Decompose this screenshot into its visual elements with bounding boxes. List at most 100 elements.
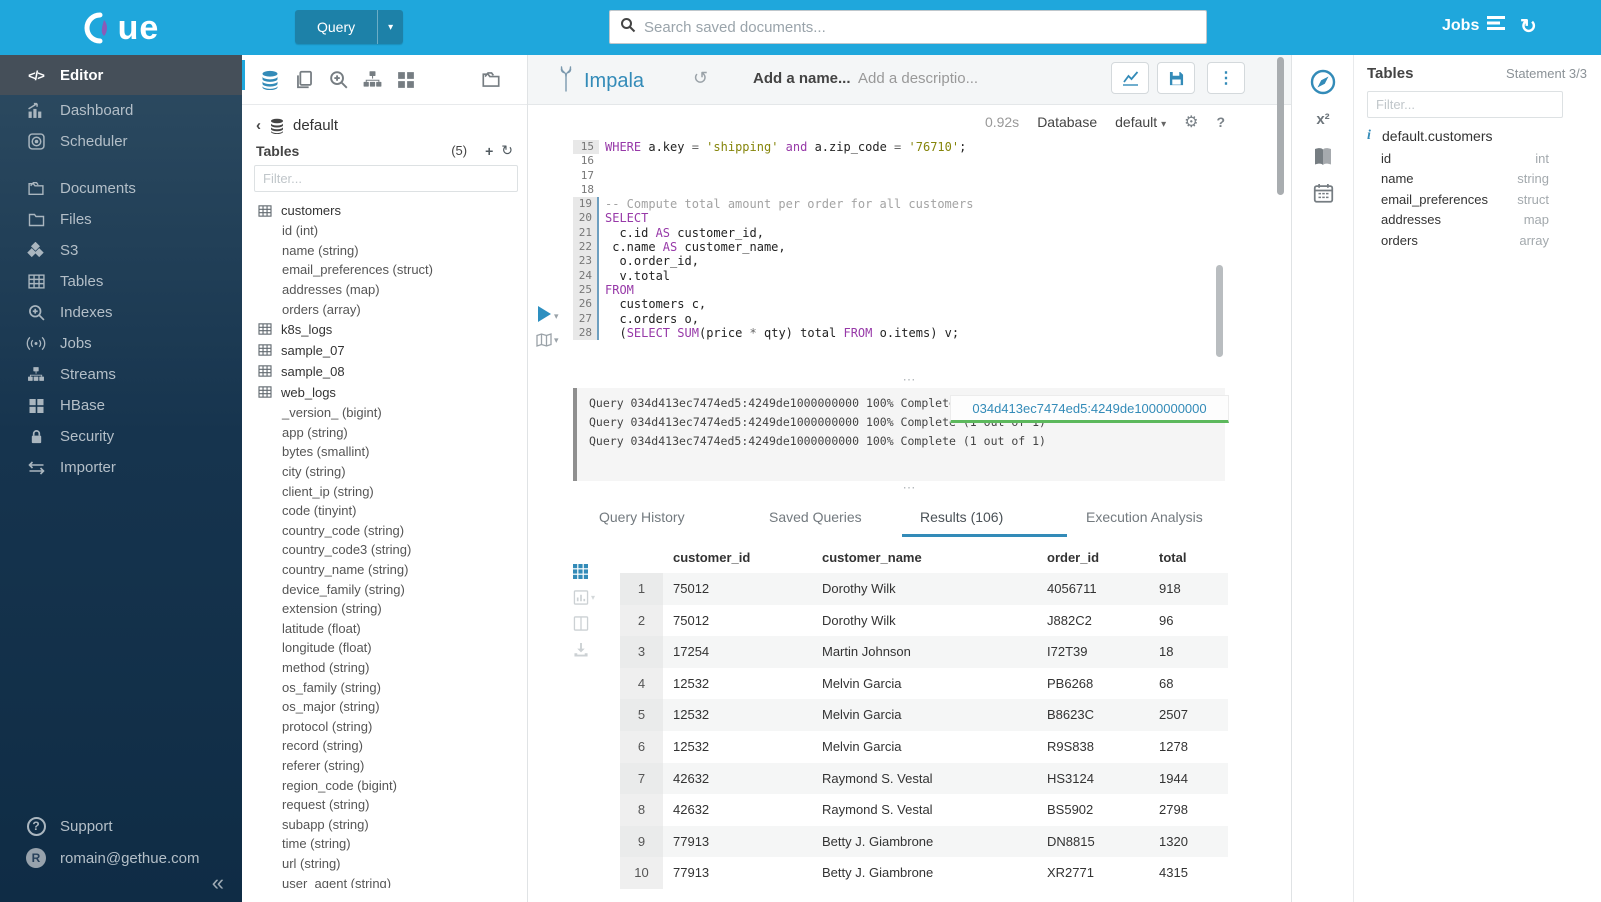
sidebar-item-user[interactable]: R romain@gethue.com bbox=[0, 842, 242, 874]
tree-column[interactable]: name (string) bbox=[282, 242, 359, 258]
column-header[interactable]: total bbox=[1159, 550, 1187, 565]
sidebar-item-security[interactable]: Security bbox=[0, 421, 242, 452]
right-filter-input[interactable] bbox=[1367, 91, 1563, 118]
sidebar-item-indexes[interactable]: Indexes bbox=[0, 297, 242, 328]
jobs-link[interactable]: Jobs bbox=[1442, 16, 1506, 35]
tree-column[interactable]: referer (string) bbox=[282, 757, 365, 773]
tree-table-sample_07[interactable]: sample_07 bbox=[254, 340, 517, 361]
sidebar-item-documents[interactable]: Documents bbox=[0, 173, 242, 204]
tree-table-sample_08[interactable]: sample_08 bbox=[254, 361, 517, 382]
code-line-23[interactable]: 23 o.order_id, bbox=[573, 254, 1225, 269]
table-row[interactable]: 6 12532 Melvin Garcia R9S838 1278 bbox=[620, 730, 1228, 763]
sidebar-item-dashboard[interactable]: Dashboard bbox=[0, 95, 242, 126]
settings-gear-icon[interactable]: ⚙ bbox=[1184, 114, 1199, 131]
tree-column[interactable]: email_preferences (struct) bbox=[282, 262, 433, 278]
tree-column[interactable]: bytes (smallint) bbox=[282, 444, 370, 460]
engine-selector[interactable]: Impala bbox=[558, 66, 644, 97]
code-line-20[interactable]: 20 SELECT bbox=[573, 211, 1225, 226]
code-line-21[interactable]: 21 c.id AS customer_id, bbox=[573, 225, 1225, 241]
right-column-row[interactable]: name string bbox=[1367, 169, 1587, 190]
code-line-24[interactable]: 24 v.total bbox=[573, 268, 1225, 283]
query-id-tooltip[interactable]: 034d413ec7474ed5:4249de1000000000 bbox=[950, 395, 1229, 423]
tree-column[interactable]: _version_ (bigint) bbox=[282, 405, 382, 421]
tree-column[interactable]: method (string) bbox=[282, 659, 370, 675]
grid-view-icon[interactable] bbox=[573, 563, 595, 579]
right-column-row[interactable]: orders array bbox=[1367, 230, 1587, 251]
tree-column[interactable]: country_name (string) bbox=[282, 562, 409, 578]
tree-column[interactable]: url (string) bbox=[282, 855, 341, 871]
right-column-row[interactable]: id int bbox=[1367, 148, 1587, 169]
more-actions-button[interactable]: ⋮ bbox=[1207, 62, 1245, 94]
info-icon[interactable]: i bbox=[1367, 128, 1371, 143]
table-row[interactable]: 7 42632 Raymond S. Vestal HS3124 1944 bbox=[620, 762, 1228, 795]
code-line-18[interactable]: 18 bbox=[573, 183, 1225, 197]
execute-button[interactable] bbox=[538, 306, 551, 322]
table-row[interactable]: 9 77913 Betty J. Giambrone DN8815 1320 bbox=[620, 825, 1228, 858]
save-button[interactable] bbox=[1157, 62, 1195, 94]
tab-execution-analysis[interactable]: Execution Analysis bbox=[1086, 509, 1203, 525]
assist-sitemap-icon[interactable] bbox=[363, 70, 382, 89]
hue-logo[interactable]: ue bbox=[0, 0, 242, 55]
sidebar-item-s3[interactable]: S3 bbox=[0, 235, 242, 266]
database-breadcrumb[interactable]: ‹ default bbox=[254, 115, 517, 142]
database-dropdown[interactable]: default ▾ bbox=[1115, 114, 1167, 130]
download-icon[interactable] bbox=[573, 642, 595, 657]
query-description-field[interactable]: Add a descriptio... bbox=[858, 70, 979, 87]
sidebar-item-editor[interactable]: </> Editor bbox=[0, 55, 242, 95]
tree-column[interactable]: country_code3 (string) bbox=[282, 542, 412, 558]
help-icon[interactable]: ? bbox=[1216, 114, 1225, 130]
table-row[interactable]: 4 12532 Melvin Garcia PB6268 68 bbox=[620, 667, 1228, 700]
table-row[interactable]: 2 75012 Dorothy Wilk J882C2 96 bbox=[620, 604, 1228, 637]
tree-column[interactable]: addresses (map) bbox=[282, 282, 380, 298]
right-column-row[interactable]: email_preferences struct bbox=[1367, 189, 1587, 210]
assist-search-icon[interactable] bbox=[329, 70, 348, 89]
editor-scrollbar[interactable] bbox=[1216, 265, 1223, 357]
tab-saved-queries[interactable]: Saved Queries bbox=[769, 509, 862, 525]
tree-column[interactable]: record (string) bbox=[282, 738, 363, 754]
tree-table-web_logs[interactable]: web_logs bbox=[254, 382, 517, 403]
sql-editor[interactable]: 15 WHERE a.key = 'shipping' and a.zip_cod… bbox=[573, 140, 1225, 341]
schedule-icon[interactable] bbox=[1292, 183, 1354, 203]
table-row[interactable]: 10 77913 Betty J. Giambrone XR2771 4315 bbox=[620, 857, 1228, 889]
assist-folder-icon[interactable] bbox=[481, 70, 501, 89]
column-header[interactable]: order_id bbox=[1047, 550, 1100, 565]
table-row[interactable]: 1 75012 Dorothy Wilk 4056711 918 bbox=[620, 573, 1228, 605]
code-line-28[interactable]: 28 (SELECT SUM(price * qty) total FROM o… bbox=[573, 325, 1225, 341]
refresh-icon[interactable]: ↻ bbox=[501, 142, 513, 158]
table-filter-input[interactable] bbox=[254, 165, 518, 192]
tree-column[interactable]: time (string) bbox=[282, 836, 351, 852]
resize-handle-bottom[interactable]: ⋯ bbox=[902, 480, 917, 495]
snippet-history-icon[interactable]: ↺ bbox=[693, 68, 709, 88]
language-reference-icon[interactable] bbox=[1292, 147, 1354, 167]
tree-column[interactable]: app (string) bbox=[282, 424, 348, 440]
sidebar-item-importer[interactable]: Importer bbox=[0, 452, 242, 483]
tree-column[interactable]: code (tinyint) bbox=[282, 503, 357, 519]
assist-databases-icon[interactable] bbox=[260, 70, 280, 90]
query-dropdown-caret[interactable]: ▾ bbox=[377, 10, 404, 44]
tree-column[interactable]: latitude (float) bbox=[282, 620, 361, 636]
chart-view-icon[interactable]: ▾ bbox=[573, 590, 595, 605]
tree-column[interactable]: region_code (bigint) bbox=[282, 777, 397, 793]
sidebar-item-scheduler[interactable]: Scheduler bbox=[0, 126, 242, 157]
tree-column[interactable]: os_family (string) bbox=[282, 679, 381, 695]
sidebar-item-support[interactable]: ? Support bbox=[0, 810, 242, 842]
tab-query-history[interactable]: Query History bbox=[599, 509, 685, 525]
editor-assistant-icon[interactable] bbox=[1292, 69, 1354, 95]
tree-column[interactable]: protocol (string) bbox=[282, 718, 373, 734]
right-column-row[interactable]: addresses map bbox=[1367, 210, 1587, 231]
add-table-icon[interactable]: + bbox=[485, 142, 494, 159]
code-line-15[interactable]: 15 WHERE a.key = 'shipping' and a.zip_cod… bbox=[573, 140, 1225, 155]
search-input[interactable] bbox=[644, 18, 1196, 36]
code-line-27[interactable]: 27 c.orders o, bbox=[573, 311, 1225, 326]
tree-column[interactable]: orders (array) bbox=[282, 301, 361, 317]
code-line-25[interactable]: 25 FROM bbox=[573, 282, 1225, 298]
sidebar-item-files[interactable]: Files bbox=[0, 204, 242, 235]
tree-column[interactable]: longitude (float) bbox=[282, 640, 372, 656]
new-query-button[interactable]: Query bbox=[295, 10, 378, 44]
tree-column[interactable]: extension (string) bbox=[282, 601, 382, 617]
panel-scrollbar[interactable] bbox=[1277, 57, 1284, 195]
presentation-mode-icon[interactable]: ▾ bbox=[536, 333, 559, 347]
resize-handle-top[interactable]: ⋯ bbox=[902, 372, 917, 387]
tree-column[interactable]: request (string) bbox=[282, 797, 370, 813]
sidebar-item-jobs[interactable]: Jobs bbox=[0, 328, 242, 359]
